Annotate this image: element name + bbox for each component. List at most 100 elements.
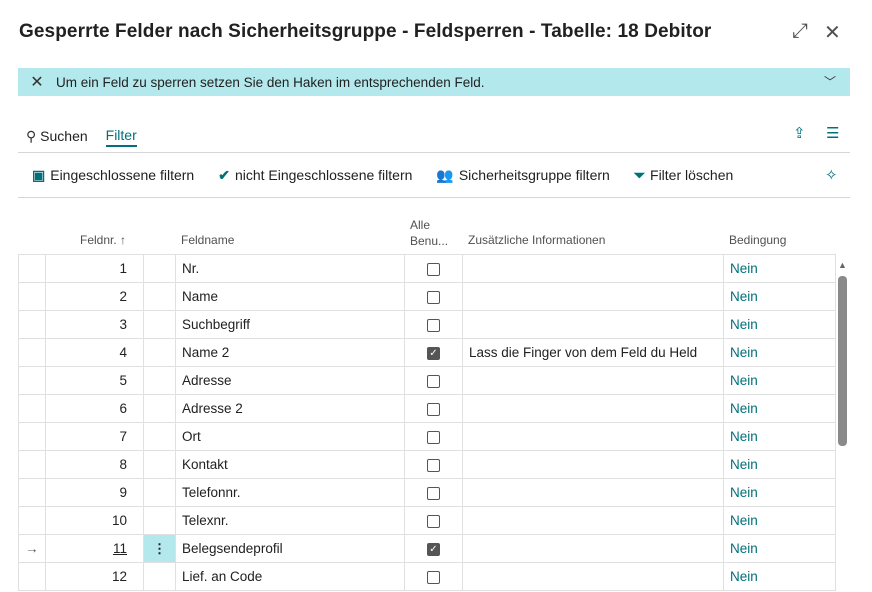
feldnr-cell[interactable]: 4 xyxy=(45,338,144,367)
table-row[interactable]: 2 Name Nein xyxy=(18,282,836,311)
chevron-down-icon[interactable]: ﹀ xyxy=(823,75,836,89)
filter-security-group-button[interactable]: 👥 Sicherheitsgruppe filtern xyxy=(436,167,609,184)
feldnr-cell[interactable]: 12 xyxy=(45,562,144,591)
bedingung-cell[interactable]: Nein xyxy=(723,450,836,479)
checkbox[interactable] xyxy=(427,402,440,416)
scroll-up-icon[interactable]: ▲ xyxy=(838,260,847,270)
alle-checkbox-cell[interactable] xyxy=(404,506,463,535)
bedingung-cell[interactable]: Nein xyxy=(723,366,836,395)
checkbox[interactable] xyxy=(427,486,440,500)
row-menu[interactable] xyxy=(143,254,176,283)
info-cell[interactable] xyxy=(462,478,724,507)
close-icon[interactable]: ✕ xyxy=(824,22,841,44)
feldnr-cell[interactable]: 6 xyxy=(45,394,144,423)
bedingung-cell[interactable]: Nein xyxy=(723,282,836,311)
info-cell[interactable] xyxy=(462,506,724,535)
bedingung-cell[interactable]: Nein xyxy=(723,254,836,283)
row-menu[interactable] xyxy=(143,506,176,535)
table-row[interactable]: 5 Adresse Nein xyxy=(18,366,836,395)
col-alle[interactable]: Alle xyxy=(410,218,431,232)
bedingung-cell[interactable]: Nein xyxy=(723,506,836,535)
row-menu[interactable] xyxy=(143,450,176,479)
row-menu[interactable] xyxy=(143,310,176,339)
table-row[interactable]: 10 Telexnr. Nein xyxy=(18,506,836,535)
info-cell[interactable] xyxy=(462,366,724,395)
info-cell[interactable] xyxy=(462,450,724,479)
bedingung-cell[interactable]: Nein xyxy=(723,310,836,339)
bedingung-cell[interactable]: Nein xyxy=(723,422,836,451)
pin-icon[interactable]: ✧ xyxy=(825,167,838,184)
bedingung-cell[interactable]: Nein xyxy=(723,338,836,367)
list-view-icon[interactable]: ☰ xyxy=(826,125,840,142)
checkbox[interactable] xyxy=(427,430,440,444)
info-cell[interactable] xyxy=(462,562,724,591)
feldnr-cell[interactable]: 3 xyxy=(45,310,144,339)
info-cell[interactable] xyxy=(462,310,724,339)
share-icon[interactable]: ⇪ xyxy=(793,125,806,142)
feldnr-cell[interactable]: 9 xyxy=(45,478,144,507)
alle-checkbox-cell[interactable] xyxy=(404,450,463,479)
row-menu[interactable] xyxy=(143,282,176,311)
table-row[interactable]: 6 Adresse 2 Nein xyxy=(18,394,836,423)
table-row[interactable]: 9 Telefonnr. Nein xyxy=(18,478,836,507)
row-menu[interactable] xyxy=(143,478,176,507)
col-info[interactable]: Zusätzliche Informationen xyxy=(468,233,606,247)
alle-checkbox-cell[interactable] xyxy=(404,254,463,283)
alle-checkbox-cell[interactable] xyxy=(404,310,463,339)
checkbox[interactable] xyxy=(427,262,440,276)
bedingung-cell[interactable]: Nein xyxy=(723,562,836,591)
feldnr-cell[interactable]: 7 xyxy=(45,422,144,451)
bedingung-cell[interactable]: Nein xyxy=(723,394,836,423)
feldnr-cell[interactable]: 10 xyxy=(45,506,144,535)
expand-icon[interactable]: ⤢ xyxy=(792,20,808,42)
row-menu[interactable]: ⋮ xyxy=(143,534,176,563)
table-row[interactable]: 8 Kontakt Nein xyxy=(18,450,836,479)
row-menu[interactable] xyxy=(143,562,176,591)
row-menu[interactable] xyxy=(143,366,176,395)
col-feldname[interactable]: Feldname xyxy=(181,233,235,247)
col-bedingung[interactable]: Bedingung xyxy=(729,233,787,247)
table-row[interactable]: 7 Ort Nein xyxy=(18,422,836,451)
col-feldnr[interactable]: Feldnr. ↑ xyxy=(80,233,127,247)
alle-checkbox-cell[interactable] xyxy=(404,394,463,423)
checkbox[interactable] xyxy=(427,290,440,304)
table-row[interactable]: 12 Lief. an Code Nein xyxy=(18,562,836,591)
info-cell[interactable] xyxy=(462,422,724,451)
info-cell[interactable]: Lass die Finger von dem Feld du Held xyxy=(462,338,724,367)
row-menu[interactable] xyxy=(143,394,176,423)
feldnr-cell[interactable]: 2 xyxy=(45,282,144,311)
checkbox[interactable] xyxy=(427,374,440,388)
dismiss-icon[interactable]: ✕ xyxy=(30,74,44,91)
clear-filter-button[interactable]: ⏷ Filter löschen xyxy=(634,167,733,184)
feldnr-cell[interactable]: 8 xyxy=(45,450,144,479)
checkbox[interactable] xyxy=(427,458,440,472)
alle-checkbox-cell[interactable] xyxy=(404,422,463,451)
alle-checkbox-cell[interactable]: ✓ xyxy=(404,534,463,563)
info-cell[interactable] xyxy=(462,282,724,311)
table-row[interactable]: 4 Name 2 ✓ Lass die Finger von dem Feld … xyxy=(18,338,836,367)
checkbox[interactable] xyxy=(427,514,440,528)
checkbox[interactable]: ✓ xyxy=(427,346,440,360)
info-cell[interactable] xyxy=(462,534,724,563)
info-cell[interactable] xyxy=(462,254,724,283)
feldnr-cell[interactable]: 11 xyxy=(45,534,144,563)
info-cell[interactable] xyxy=(462,394,724,423)
scroll-thumb[interactable] xyxy=(838,276,847,446)
alle-checkbox-cell[interactable] xyxy=(404,562,463,591)
filter-included-button[interactable]: ▣ Eingeschlossene filtern xyxy=(32,167,194,184)
checkbox[interactable] xyxy=(427,570,440,584)
alle-checkbox-cell[interactable] xyxy=(404,282,463,311)
table-row[interactable]: 3 Suchbegriff Nein xyxy=(18,310,836,339)
table-row[interactable]: 1 Nr. Nein xyxy=(18,254,836,283)
alle-checkbox-cell[interactable] xyxy=(404,478,463,507)
checkbox[interactable]: ✓ xyxy=(427,542,440,556)
checkbox[interactable] xyxy=(427,318,440,332)
bedingung-cell[interactable]: Nein xyxy=(723,478,836,507)
filter-not-included-button[interactable]: ✔ nicht Eingeschlossene filtern xyxy=(218,167,412,184)
row-menu[interactable] xyxy=(143,338,176,367)
search-button[interactable]: ⚲ Suchen xyxy=(26,128,88,145)
row-menu[interactable] xyxy=(143,422,176,451)
alle-checkbox-cell[interactable] xyxy=(404,366,463,395)
feldnr-cell[interactable]: 1 xyxy=(45,254,144,283)
bedingung-cell[interactable]: Nein xyxy=(723,534,836,563)
